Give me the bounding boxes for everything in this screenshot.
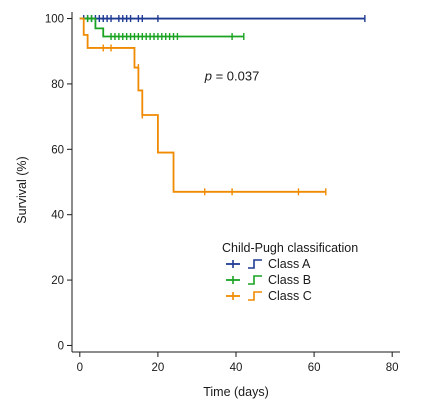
series-class-c [79,17,327,196]
y-tick-label: 60 [51,144,64,156]
y-tick-label: 40 [51,210,64,222]
x-tick-label: 40 [230,362,243,374]
axes [71,12,400,353]
legend-item: Class B [226,273,311,287]
series-class-a [79,15,366,23]
x-tick-label: 0 [77,362,83,374]
p-value-letter: p [204,69,212,84]
legend-label: Class A [268,257,311,271]
y-ticks: 0 20 40 60 80 100 [45,14,72,352]
x-ticks: 0 20 40 60 80 [77,352,399,374]
p-value-annotation: p = 0.037 [204,69,260,84]
legend-step-swatch [248,275,262,285]
p-value-text: = 0.037 [212,69,259,84]
legend-step-swatch [248,259,262,269]
x-tick-label: 60 [308,362,321,374]
legend: Child-Pugh classification Class A Class B… [222,241,358,303]
y-tick-label: 20 [51,275,64,287]
y-axis-label: Survival (%) [15,156,29,223]
legend-title: Child-Pugh classification [222,241,358,255]
legend-step-swatch [248,291,262,301]
legend-label: Class B [268,273,311,287]
legend-items: Class A Class B Class C [226,257,312,303]
x-tick-label: 80 [386,362,399,374]
x-axis-label: Time (days) [203,385,269,399]
legend-label: Class C [268,289,312,303]
survival-line [79,17,326,193]
legend-item: Class A [226,257,311,271]
legend-item: Class C [226,289,312,303]
series-class-b [79,15,245,41]
y-tick-label: 0 [58,340,64,352]
y-tick-label: 80 [51,79,64,91]
series-layer [79,15,366,196]
x-tick-label: 20 [152,362,165,374]
y-tick-label: 100 [45,14,64,26]
